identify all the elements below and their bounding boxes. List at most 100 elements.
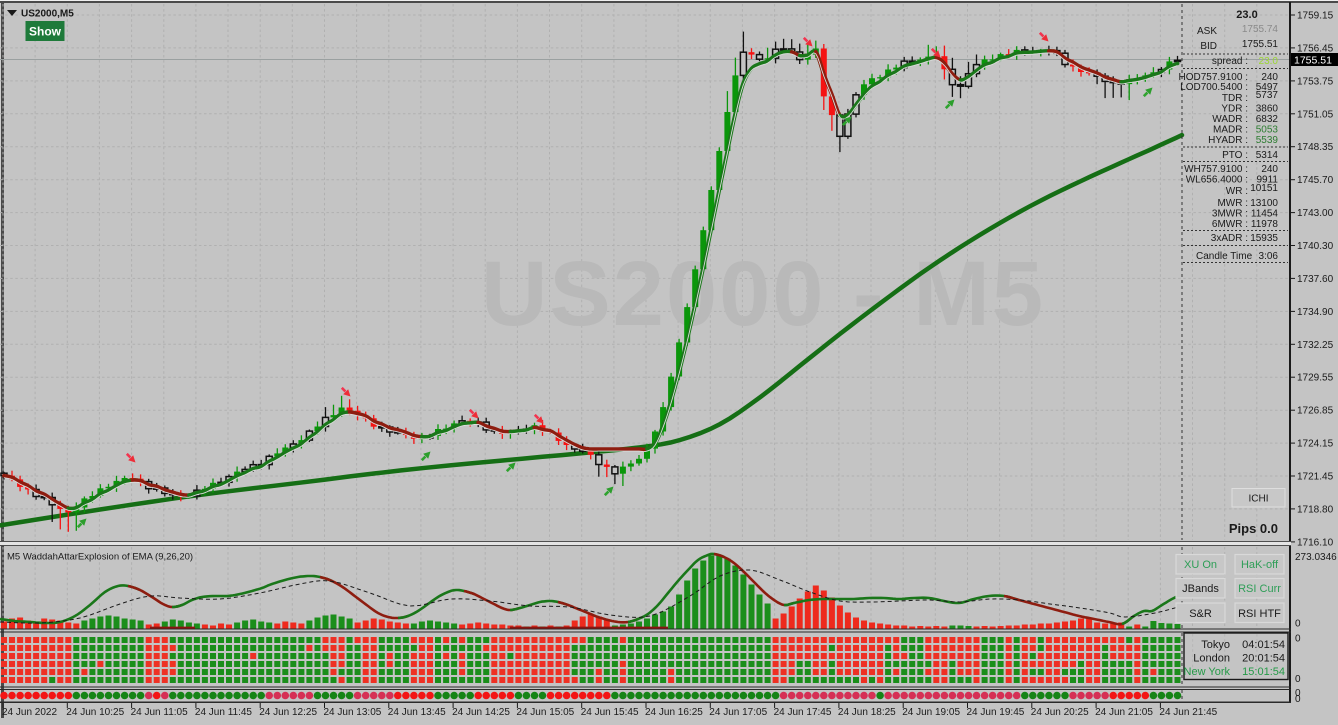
svg-text:WADR :: WADR :: [1212, 114, 1248, 125]
svg-text:24 Jun 15:45: 24 Jun 15:45: [581, 707, 639, 718]
svg-text:24 Jun 20:25: 24 Jun 20:25: [1031, 707, 1089, 718]
svg-text:24 Jun 2022: 24 Jun 2022: [2, 707, 57, 718]
svg-text:1732.25: 1732.25: [1297, 340, 1334, 351]
svg-text:New York: New York: [1184, 666, 1231, 678]
svg-text:HaK-off: HaK-off: [1241, 559, 1279, 571]
svg-text:RSI HTF: RSI HTF: [1238, 608, 1281, 620]
svg-text:HOD757.9100 :: HOD757.9100 :: [1179, 72, 1249, 83]
svg-text:Pips 0.0: Pips 0.0: [1229, 521, 1278, 536]
svg-text:15935: 15935: [1250, 233, 1278, 244]
svg-text:24 Jun 13:05: 24 Jun 13:05: [324, 707, 382, 718]
svg-text:1716.10: 1716.10: [1297, 537, 1334, 548]
svg-text:BID: BID: [1200, 41, 1217, 52]
svg-text:24 Jun 10:25: 24 Jun 10:25: [66, 707, 124, 718]
svg-text:PTO :: PTO :: [1222, 150, 1248, 161]
svg-text:1759.15: 1759.15: [1297, 11, 1334, 22]
svg-text:3MWR :: 3MWR :: [1212, 209, 1248, 220]
svg-text:1718.80: 1718.80: [1297, 505, 1334, 516]
svg-text:US2000,M5: US2000,M5: [21, 9, 74, 20]
svg-text:US2000 - M5: US2000 - M5: [481, 243, 1045, 345]
svg-text:0: 0: [1295, 674, 1301, 685]
svg-text:13100: 13100: [1250, 198, 1278, 209]
svg-text:1726.85: 1726.85: [1297, 406, 1334, 417]
svg-text:ASK: ASK: [1197, 26, 1217, 37]
svg-text:5737: 5737: [1256, 90, 1279, 101]
svg-text:1734.90: 1734.90: [1297, 307, 1334, 318]
svg-text:LOD700.5400 :: LOD700.5400 :: [1180, 82, 1248, 93]
svg-text:24 Jun 17:45: 24 Jun 17:45: [774, 707, 832, 718]
svg-text:3xADR :: 3xADR :: [1211, 233, 1248, 244]
svg-text:24 Jun 12:25: 24 Jun 12:25: [259, 707, 317, 718]
svg-text:London: London: [1193, 653, 1230, 665]
svg-text:20:01:54: 20:01:54: [1242, 653, 1285, 665]
svg-text:1755.51: 1755.51: [1294, 55, 1332, 67]
svg-text:23.0: 23.0: [1236, 9, 1257, 21]
svg-text:24 Jun 19:45: 24 Jun 19:45: [967, 707, 1025, 718]
svg-text:0: 0: [1295, 634, 1301, 645]
svg-text:MWR :: MWR :: [1217, 198, 1248, 209]
svg-text:24 Jun 18:25: 24 Jun 18:25: [838, 707, 896, 718]
svg-text:24 Jun 13:45: 24 Jun 13:45: [388, 707, 446, 718]
svg-text:1740.30: 1740.30: [1297, 241, 1334, 252]
svg-text:M5 WaddahAttarExplosion of EMA: M5 WaddahAttarExplosion of EMA (9,26,20): [7, 552, 193, 563]
svg-text:24 Jun 19:05: 24 Jun 19:05: [902, 707, 960, 718]
svg-text:WH757.9100 :: WH757.9100 :: [1184, 164, 1248, 175]
svg-text:MADR :: MADR :: [1213, 125, 1248, 136]
svg-text:15:01:54: 15:01:54: [1242, 666, 1285, 678]
svg-text:ICHI: ICHI: [1249, 494, 1269, 505]
svg-text:1755.74: 1755.74: [1242, 24, 1279, 35]
svg-text:WL656.4000 :: WL656.4000 :: [1186, 175, 1248, 186]
svg-text:1753.75: 1753.75: [1297, 76, 1334, 87]
svg-text:3860: 3860: [1256, 104, 1279, 115]
svg-text:HYADR :: HYADR :: [1208, 135, 1248, 146]
svg-text:1721.45: 1721.45: [1297, 472, 1334, 483]
svg-text:WR :: WR :: [1226, 186, 1248, 197]
svg-text:YDR :: YDR :: [1221, 104, 1248, 115]
svg-text:5053: 5053: [1256, 125, 1279, 136]
svg-text:JBands: JBands: [1182, 583, 1219, 595]
svg-text:11454: 11454: [1251, 209, 1279, 220]
svg-text:TDR :: TDR :: [1222, 93, 1248, 104]
svg-text:1743.00: 1743.00: [1297, 208, 1334, 219]
svg-text:24 Jun 21:45: 24 Jun 21:45: [1159, 707, 1217, 718]
svg-text:24 Jun 21:05: 24 Jun 21:05: [1095, 707, 1153, 718]
svg-text:Tokyo: Tokyo: [1201, 639, 1230, 651]
svg-text:23.0: 23.0: [1259, 56, 1279, 67]
svg-text:273.0346: 273.0346: [1295, 552, 1337, 563]
svg-text:24 Jun 11:45: 24 Jun 11:45: [195, 707, 253, 718]
svg-text:6MWR :: 6MWR :: [1212, 219, 1248, 230]
svg-text:5314: 5314: [1256, 150, 1279, 161]
svg-text:24 Jun 14:25: 24 Jun 14:25: [452, 707, 510, 718]
svg-text:1756.45: 1756.45: [1297, 43, 1334, 54]
svg-text:1745.70: 1745.70: [1297, 175, 1334, 186]
svg-text:24 Jun 11:05: 24 Jun 11:05: [131, 707, 189, 718]
svg-text:04:01:54: 04:01:54: [1242, 639, 1285, 651]
svg-text:1729.55: 1729.55: [1297, 373, 1334, 384]
svg-text:Candle Time: Candle Time: [1196, 251, 1253, 262]
svg-text:5539: 5539: [1256, 135, 1279, 146]
svg-text:3:06: 3:06: [1259, 251, 1279, 262]
svg-text:24 Jun 17:05: 24 Jun 17:05: [709, 707, 767, 718]
svg-text:1755.51: 1755.51: [1242, 39, 1279, 50]
svg-text:1724.15: 1724.15: [1297, 439, 1334, 450]
svg-text:240: 240: [1261, 164, 1278, 175]
svg-text:1737.60: 1737.60: [1297, 274, 1334, 285]
svg-text:XU On: XU On: [1184, 559, 1217, 571]
svg-text:24 Jun 15:05: 24 Jun 15:05: [516, 707, 574, 718]
svg-text:5497: 5497: [1256, 82, 1279, 93]
svg-text:0: 0: [1295, 619, 1301, 630]
svg-text:1748.35: 1748.35: [1297, 142, 1334, 153]
svg-text:Show: Show: [29, 25, 62, 39]
svg-text:240: 240: [1261, 72, 1278, 83]
svg-text:11978: 11978: [1251, 219, 1279, 230]
svg-text:0: 0: [1295, 688, 1301, 699]
svg-text:spread :: spread :: [1212, 56, 1248, 67]
svg-text:RSI Curr: RSI Curr: [1238, 583, 1281, 595]
svg-text:24 Jun 16:25: 24 Jun 16:25: [645, 707, 703, 718]
svg-text:6832: 6832: [1256, 114, 1279, 125]
svg-text:S&R: S&R: [1189, 608, 1212, 620]
svg-text:0: 0: [1295, 694, 1301, 705]
svg-text:10151: 10151: [1250, 183, 1278, 194]
svg-text:9911: 9911: [1256, 175, 1278, 186]
svg-text:1751.05: 1751.05: [1297, 109, 1334, 120]
